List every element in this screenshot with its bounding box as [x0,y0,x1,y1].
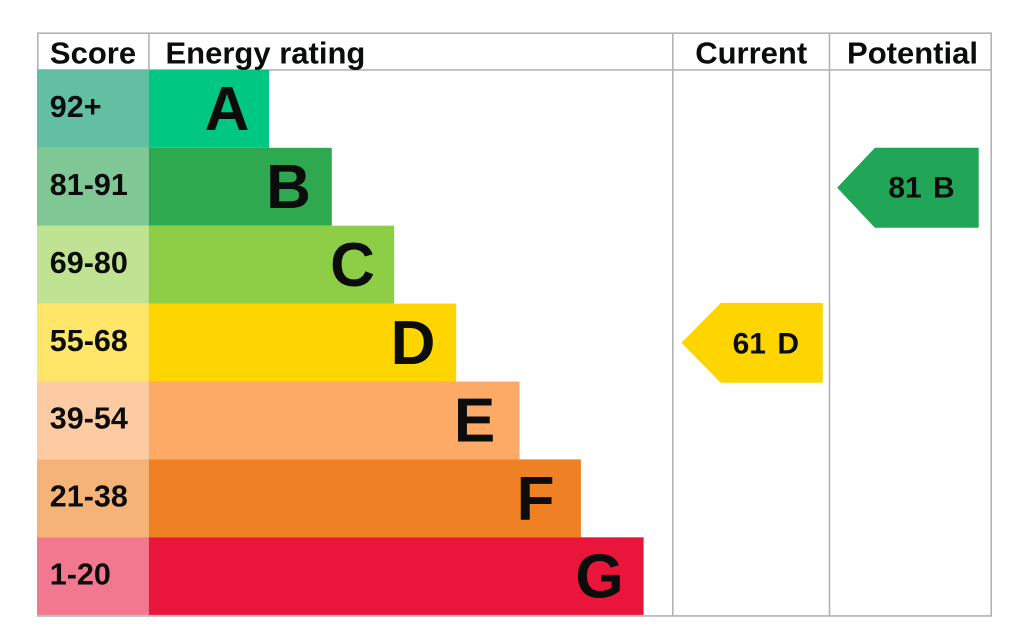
svg-text:E: E [454,387,495,456]
svg-text:69-80: 69-80 [50,246,128,280]
svg-text:21-38: 21-38 [50,480,128,514]
svg-text:G: G [575,543,623,612]
svg-text:D: D [391,309,436,378]
svg-text:Energy rating: Energy rating [166,36,366,71]
svg-text:F: F [517,465,555,534]
svg-text:A: A [205,75,250,144]
svg-text:B: B [266,153,311,222]
svg-text:C: C [330,231,375,300]
svg-text:39-54: 39-54 [50,402,128,436]
svg-text:61 D: 61 D [733,328,799,361]
svg-text:81 B: 81 B [888,171,954,204]
svg-text:92+: 92+ [50,90,102,124]
svg-text:55-68: 55-68 [50,324,128,358]
svg-text:1-20: 1-20 [50,557,111,591]
svg-text:Score: Score [50,36,136,71]
svg-text:81-91: 81-91 [50,168,128,202]
svg-text:Current: Current [695,36,807,71]
svg-text:Potential: Potential [847,36,978,71]
